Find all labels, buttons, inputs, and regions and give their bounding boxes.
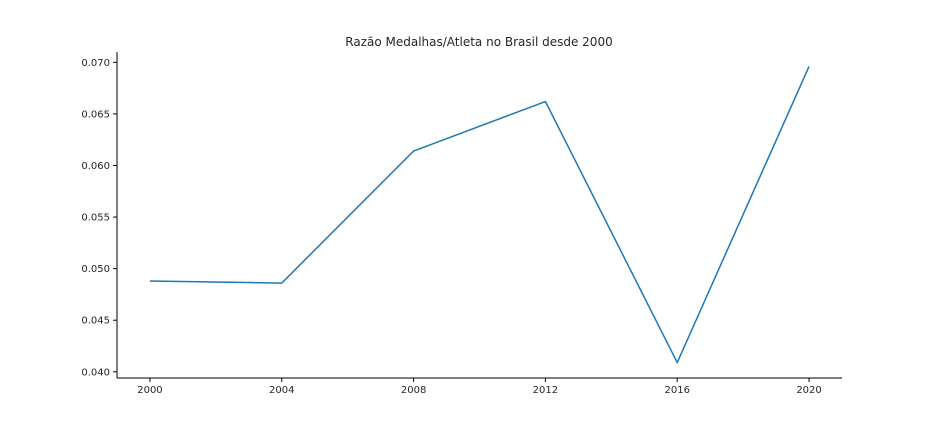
y-tick-label: 0.040 (81, 367, 110, 378)
x-tick-label: 2004 (269, 385, 294, 396)
x-tick-label: 2020 (796, 385, 821, 396)
series-line (149, 66, 810, 364)
chart-title: Razão Medalhas/Atleta no Brasil desde 20… (345, 35, 612, 49)
x-tick-label: 2016 (665, 385, 690, 396)
y-tick-label: 0.070 (81, 58, 110, 69)
y-tick-label: 0.050 (81, 264, 110, 275)
x-axis-ticks: 2000 2004 2008 2012 2016 2020 (137, 378, 822, 396)
x-tick-label: 2008 (401, 385, 426, 396)
y-tick-label: 0.055 (81, 213, 110, 224)
axes (116, 52, 842, 379)
y-tick-label: 0.045 (81, 316, 110, 327)
x-tick-label: 2012 (533, 385, 558, 396)
x-tick-label: 2000 (137, 385, 162, 396)
y-axis-ticks: 0.040 0.045 0.050 0.055 0.060 0.065 0.070 (81, 58, 117, 378)
y-tick-label: 0.065 (81, 109, 110, 120)
y-tick-label: 0.060 (81, 161, 110, 172)
series-group (149, 66, 810, 364)
